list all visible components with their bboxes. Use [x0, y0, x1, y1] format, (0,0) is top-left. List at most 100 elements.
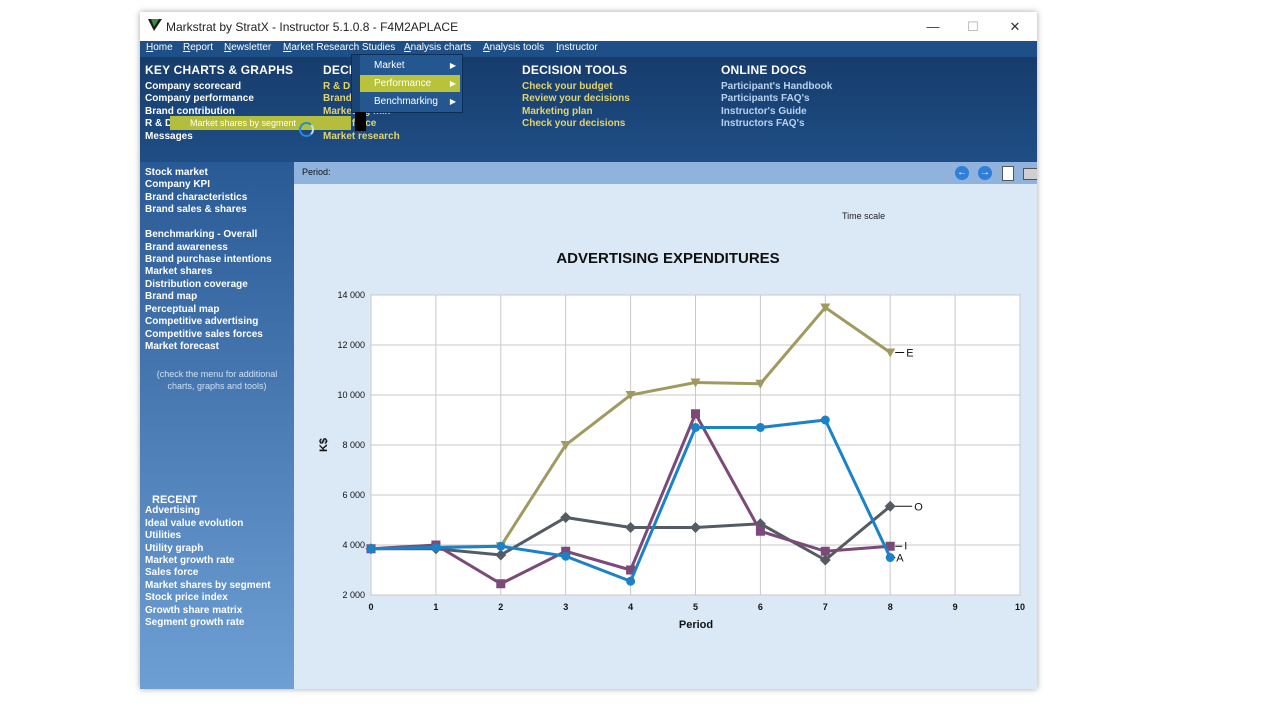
- link-instructors-guide[interactable]: Instructor's Guide: [721, 106, 807, 117]
- link-messages[interactable]: Messages: [145, 131, 193, 142]
- link-review-decisions[interactable]: Review your decisions: [522, 93, 630, 104]
- sidebar-market-shares[interactable]: Market shares: [145, 266, 213, 277]
- link-brand-contribution[interactable]: Brand contribution: [145, 106, 235, 117]
- recent-utilities[interactable]: Utilities: [145, 530, 182, 541]
- submenu-arrow-icon: ▶: [449, 79, 456, 88]
- sidebar-competitive-sales-forces[interactable]: Competitive sales forces: [145, 329, 263, 340]
- sidebar-brand-purchase-intentions[interactable]: Brand purchase intentions: [145, 254, 272, 265]
- link-check-budget[interactable]: Check your budget: [522, 81, 613, 92]
- menu-item-benchmarking[interactable]: Benchmarking ▶: [360, 93, 460, 110]
- recent-sales-force[interactable]: Sales force: [145, 567, 199, 578]
- menu-item-performance[interactable]: Performance ▶: [360, 75, 460, 92]
- recent-growth-share-matrix[interactable]: Growth share matrix: [145, 605, 243, 616]
- link-rd[interactable]: R & D: [145, 118, 173, 129]
- sidebar-benchmarking-overall[interactable]: Benchmarking - Overall: [145, 229, 258, 240]
- key-charts-title: KEY CHARTS & GRAPHS: [145, 63, 294, 77]
- y-tick-label: 8 000: [342, 440, 365, 450]
- data-point-E: [625, 391, 636, 400]
- menu-instructor[interactable]: Instructor: [556, 42, 598, 53]
- data-point-A: [431, 543, 441, 552]
- series-label-I: I: [904, 540, 907, 552]
- sidebar-perceptual-map[interactable]: Perceptual map: [145, 304, 220, 315]
- y-tick-label: 12 000: [337, 340, 365, 350]
- link-instructors-faq[interactable]: Instructors FAQ's: [721, 118, 805, 129]
- minimize-button[interactable]: —: [926, 19, 940, 34]
- menu-analysis-charts[interactable]: Analysis charts: [404, 42, 472, 53]
- link-company-performance[interactable]: Company performance: [145, 93, 254, 104]
- menu-newsletter[interactable]: Newsletter: [224, 42, 272, 53]
- menu-edge-shadow: [355, 112, 366, 131]
- sidebar-brand-sales-shares[interactable]: Brand sales & shares: [145, 204, 247, 215]
- recent-segment-growth-rate[interactable]: Segment growth rate: [145, 617, 245, 628]
- close-button[interactable]: ✕: [1009, 19, 1021, 34]
- link-company-scorecard[interactable]: Company scorecard: [145, 81, 242, 92]
- print-icon[interactable]: [1023, 168, 1037, 180]
- data-point-A: [820, 415, 830, 425]
- x-tick-label: 6: [758, 602, 763, 612]
- sidebar-distribution-coverage[interactable]: Distribution coverage: [145, 279, 248, 290]
- data-point-I: [691, 409, 700, 419]
- link-participants-handbook[interactable]: Participant's Handbook: [721, 81, 833, 92]
- link-check-decisions[interactable]: Check your decisions: [522, 118, 626, 129]
- top-navigation: KEY CHARTS & GRAPHS Company scorecard Co…: [140, 57, 1037, 162]
- maximize-button[interactable]: ☐: [967, 19, 979, 34]
- next-period-icon[interactable]: →: [978, 166, 992, 180]
- menu-home[interactable]: Home: [146, 42, 173, 53]
- decision-tools-title: DECISION TOOLS: [522, 63, 628, 77]
- app-window: Markstrat by StratX - Instructor 5.1.0.8…: [140, 12, 1037, 689]
- submenu-item-market-shares-by-segment[interactable]: Market shares by segment: [170, 116, 351, 130]
- link-marketing-plan[interactable]: Marketing plan: [522, 106, 593, 117]
- data-point-O: [560, 512, 572, 523]
- sidebar-competitive-advertising[interactable]: Competitive advertising: [145, 316, 259, 327]
- y-tick-label: 4 000: [342, 540, 365, 550]
- data-point-E: [820, 303, 831, 313]
- recent-market-growth-rate[interactable]: Market growth rate: [145, 555, 235, 566]
- x-tick-label: 10: [1015, 602, 1025, 612]
- x-axis-label: Period: [679, 619, 713, 631]
- menu-market-research-studies[interactable]: Market Research Studies: [283, 42, 396, 53]
- x-tick-label: 9: [953, 602, 958, 612]
- data-point-E: [755, 379, 766, 389]
- recent-market-shares-by-segment[interactable]: Market shares by segment: [145, 580, 271, 591]
- link-decision-market-research[interactable]: Market research: [323, 131, 400, 142]
- series-label-E: E: [906, 348, 913, 360]
- sidebar-brand-map[interactable]: Brand map: [145, 291, 198, 302]
- link-decision-brand[interactable]: Brand: [323, 93, 352, 104]
- online-docs-title: ONLINE DOCS: [721, 63, 807, 77]
- time-scale-label[interactable]: Time scale: [842, 211, 886, 221]
- sidebar-market-forecast[interactable]: Market forecast: [145, 341, 219, 352]
- menu-analysis-tools[interactable]: Analysis tools: [483, 42, 545, 53]
- window-title: Markstrat by StratX - Instructor 5.1.0.8…: [166, 20, 459, 34]
- period-label: Period:: [302, 167, 331, 177]
- link-decision-rd[interactable]: R & D: [323, 81, 351, 92]
- menu-report[interactable]: Report: [183, 42, 214, 53]
- sidebar-note: (check the menu for additional charts, g…: [156, 369, 278, 391]
- sidebar-brand-awareness[interactable]: Brand awareness: [145, 242, 228, 253]
- data-point-A: [755, 423, 765, 432]
- sidebar-brand-characteristics[interactable]: Brand characteristics: [145, 192, 248, 203]
- recent-stock-price-index[interactable]: Stock price index: [145, 592, 228, 603]
- markstrat-logo-icon: [148, 19, 162, 31]
- data-point-A: [561, 551, 571, 561]
- previous-period-icon[interactable]: ←: [955, 166, 969, 180]
- data-point-A: [366, 544, 376, 554]
- x-tick-label: 3: [563, 602, 568, 612]
- data-point-I: [496, 579, 506, 589]
- menu-stripe: [352, 55, 360, 112]
- data-point-I: [885, 541, 895, 551]
- y-tick-label: 10 000: [337, 390, 365, 400]
- recent-advertising[interactable]: Advertising: [145, 505, 201, 516]
- submenu-arrow-icon: ▶: [449, 97, 456, 106]
- sidebar-company-kpi[interactable]: Company KPI: [145, 179, 211, 190]
- recent-utility-graph[interactable]: Utility graph: [145, 543, 204, 554]
- chart-panel: Period: ← → Time scale 0 1 2 3 4 5 6 7 8 9 10 2 000…: [294, 162, 1037, 689]
- link-participants-faq[interactable]: Participants FAQ's: [721, 93, 810, 104]
- sidebar-stock-market[interactable]: Stock market: [145, 167, 208, 178]
- recent-ideal-value-evolution[interactable]: Ideal value evolution: [145, 518, 244, 529]
- copy-icon[interactable]: [1002, 166, 1014, 181]
- y-tick-label: 2 000: [342, 590, 365, 600]
- data-point-I: [820, 546, 830, 556]
- menu-item-market[interactable]: Market ▶: [360, 57, 460, 74]
- menu-bar: Home Report Newsletter Market Research S…: [140, 41, 1037, 57]
- y-tick-label: 6 000: [342, 490, 365, 500]
